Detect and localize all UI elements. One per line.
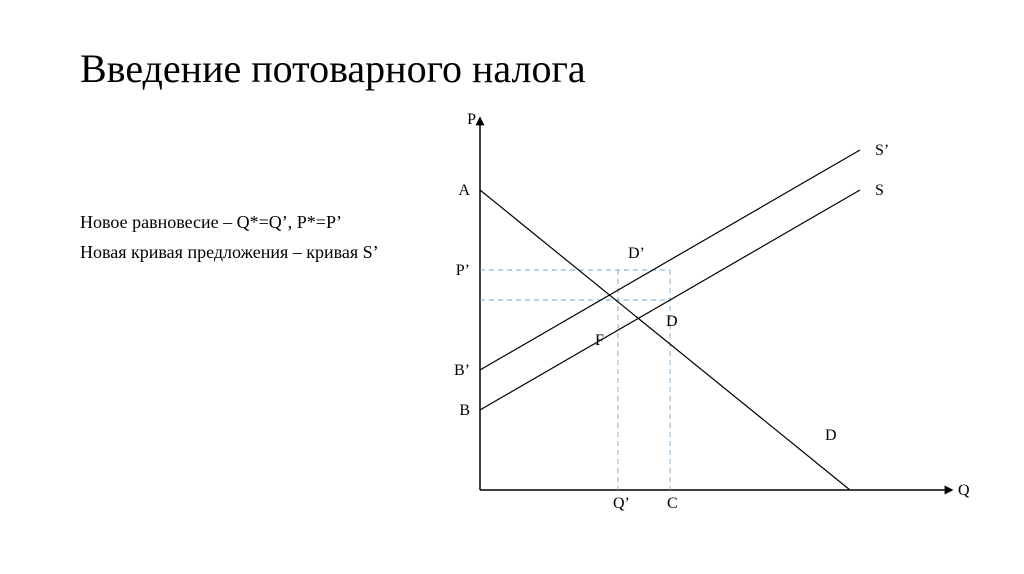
y-axis-label: P	[467, 111, 476, 128]
x-axis-label: Q	[958, 482, 970, 499]
axes: Q P	[467, 111, 970, 499]
svg-text:Q’: Q’	[613, 495, 630, 512]
slide: Введение потоварного налога Новое равнов…	[0, 0, 1024, 574]
svg-text:A: A	[458, 182, 470, 199]
point-labels: A P’ B’ B D’ D F D S S’ Q’ C	[454, 142, 889, 512]
svg-text:C: C	[667, 495, 678, 512]
slide-title: Введение потоварного налога	[80, 45, 586, 92]
body-line-1: Новое равновесие – Q*=Q’, P*=P’	[80, 210, 400, 234]
svg-text:B’: B’	[454, 362, 470, 379]
demand-line	[480, 190, 850, 490]
svg-text:D: D	[825, 427, 837, 444]
dashed-lines	[480, 270, 670, 490]
chart-svg: Q P A P’ B’ B D’ D F D S S’ Q’ C	[430, 110, 970, 540]
svg-text:B: B	[459, 402, 470, 419]
svg-text:S: S	[875, 182, 884, 199]
supply-demand-chart: Q P A P’ B’ B D’ D F D S S’ Q’ C	[430, 110, 970, 540]
svg-text:D: D	[666, 313, 678, 330]
svg-text:P’: P’	[456, 262, 470, 279]
svg-text:S’: S’	[875, 142, 889, 159]
svg-text:F: F	[595, 332, 604, 349]
body-text: Новое равновесие – Q*=Q’, P*=P’ Новая кр…	[80, 210, 400, 271]
body-line-2: Новая кривая предложения – кривая S’	[80, 240, 400, 264]
svg-text:D’: D’	[628, 245, 645, 262]
